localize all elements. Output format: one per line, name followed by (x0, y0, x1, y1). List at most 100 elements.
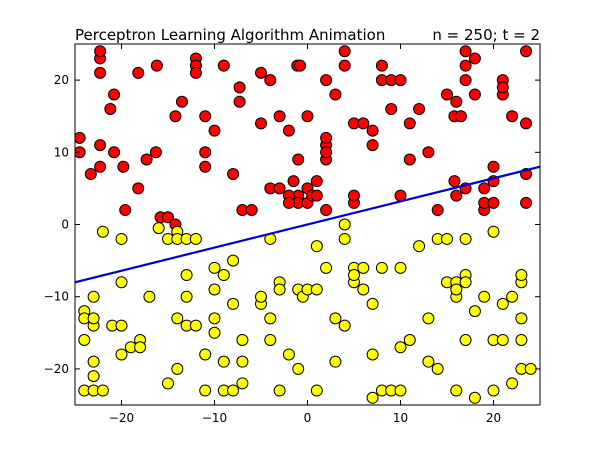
negative-point-64 (310, 384, 323, 397)
positive-point-103 (496, 81, 509, 94)
negative-point-82 (394, 384, 407, 397)
positive-point-25 (189, 66, 202, 79)
negative-point-77 (366, 348, 379, 361)
positive-point-37 (255, 66, 267, 79)
positive-point-94 (468, 88, 481, 101)
negative-point-40 (217, 269, 230, 282)
negative-point-66 (329, 312, 342, 325)
negative-point-14 (115, 276, 128, 289)
positive-point-98 (487, 160, 500, 173)
negative-point-19 (134, 341, 147, 354)
positive-point-105 (520, 45, 533, 58)
positive-point-86 (450, 95, 463, 108)
negative-point-67 (329, 355, 342, 368)
positive-point-100 (487, 196, 500, 209)
negative-point-43 (227, 254, 240, 267)
x-tick-label: 20 (486, 411, 501, 425)
positive-point-49 (301, 110, 314, 123)
positive-point-14 (132, 182, 145, 195)
negative-point-107 (496, 334, 509, 347)
negative-point-41 (217, 355, 230, 368)
negative-point-5 (87, 370, 100, 383)
positive-point-88 (454, 110, 467, 123)
negative-point-73 (348, 269, 360, 282)
positive-point-83 (441, 88, 453, 101)
points-layer (75, 45, 537, 404)
positive-point-17 (150, 59, 163, 72)
positive-point-80 (413, 102, 426, 115)
negative-point-47 (236, 377, 249, 390)
negative-point-6 (87, 355, 100, 368)
positive-point-91 (459, 45, 472, 58)
negative-point-26 (171, 312, 184, 325)
negative-point-15 (115, 319, 128, 332)
positive-point-41 (273, 110, 286, 123)
positive-point-69 (357, 117, 370, 130)
negative-point-55 (273, 384, 286, 397)
positive-point-106 (520, 117, 533, 130)
positive-point-48 (294, 59, 307, 72)
positive-point-68 (348, 189, 360, 202)
positive-point-90 (459, 74, 472, 87)
positive-point-97 (478, 182, 491, 195)
negative-point-74 (357, 261, 370, 274)
negative-point-116 (524, 362, 537, 375)
negative-point-21 (152, 222, 165, 235)
negative-point-44 (227, 297, 240, 310)
negative-point-115 (515, 269, 528, 282)
negative-point-98 (459, 276, 472, 289)
positive-point-38 (264, 74, 277, 87)
y-tick-label: 20 (54, 73, 69, 87)
positive-point-82 (431, 204, 444, 217)
negative-point-23 (162, 377, 174, 390)
negative-point-27 (171, 362, 184, 375)
positive-point-53 (282, 196, 295, 209)
negative-point-52 (264, 312, 277, 325)
positive-point-43 (287, 175, 300, 188)
negative-point-58 (292, 362, 305, 375)
negative-point-56 (273, 283, 286, 296)
negative-point-39 (208, 326, 221, 339)
positive-point-3 (94, 160, 107, 173)
negative-point-34 (199, 348, 212, 361)
y-tick-label: 10 (54, 145, 69, 159)
positive-point-31 (227, 167, 240, 180)
positive-point-56 (310, 175, 323, 188)
positive-point-13 (132, 66, 145, 79)
negative-point-112 (515, 334, 528, 347)
negative-point-96 (450, 283, 463, 296)
positive-point-81 (422, 146, 435, 159)
positive-point-29 (208, 124, 221, 137)
negative-point-83 (394, 261, 407, 274)
positive-point-27 (199, 146, 212, 159)
negative-point-84 (394, 341, 407, 354)
positive-point-62 (320, 74, 333, 87)
y-tick-label: 0 (61, 218, 69, 232)
negative-point-8 (87, 312, 100, 325)
negative-point-78 (366, 391, 379, 404)
positive-point-22 (175, 95, 188, 108)
negative-point-110 (506, 290, 519, 303)
negative-point-103 (478, 290, 491, 303)
negative-point-108 (496, 297, 509, 310)
negative-point-20 (143, 290, 156, 303)
negative-point-65 (320, 261, 333, 274)
negative-point-85 (403, 334, 416, 347)
positive-point-89 (459, 59, 472, 72)
negative-point-13 (115, 232, 128, 245)
negative-point-102 (468, 391, 481, 404)
negative-point-46 (236, 355, 249, 368)
positive-point-55 (310, 189, 323, 202)
x-axis-ticks: −20 −10 0 10 20 (109, 44, 501, 425)
positive-point-30 (217, 59, 230, 72)
negative-point-11 (96, 384, 109, 397)
positive-point-44 (292, 153, 305, 166)
negative-point-91 (441, 232, 453, 245)
positive-point-12 (119, 204, 132, 217)
positive-point-21 (169, 110, 182, 123)
negative-point-68 (338, 218, 351, 231)
positive-point-10 (108, 146, 121, 159)
positive-point-104 (506, 110, 519, 123)
x-tick-label: −20 (109, 411, 134, 425)
negative-point-109 (506, 377, 519, 390)
